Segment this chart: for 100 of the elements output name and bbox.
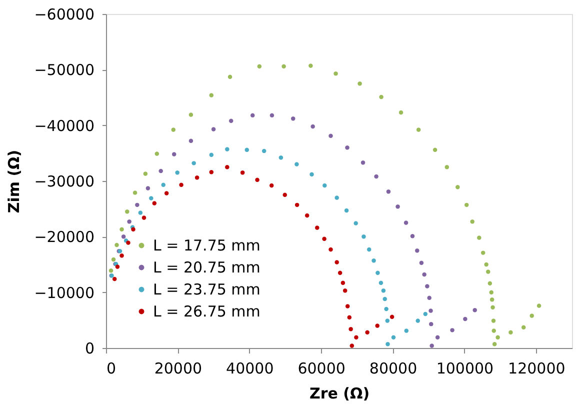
point bbox=[350, 344, 354, 348]
point bbox=[152, 201, 157, 206]
point bbox=[308, 64, 313, 68]
point bbox=[278, 156, 284, 160]
point bbox=[490, 297, 494, 302]
point bbox=[404, 328, 409, 333]
x-tick-label: 100000 bbox=[436, 360, 494, 378]
point bbox=[384, 306, 388, 312]
point bbox=[228, 118, 234, 123]
point bbox=[398, 110, 404, 115]
point bbox=[496, 335, 500, 340]
x-axis-title: Zre (Ω) bbox=[309, 384, 370, 402]
point bbox=[138, 210, 143, 215]
point bbox=[111, 257, 116, 262]
point bbox=[463, 316, 468, 322]
x-tick-label: 80000 bbox=[369, 360, 418, 378]
point bbox=[340, 280, 346, 285]
point bbox=[444, 164, 450, 170]
x-tick-label: 0 bbox=[106, 360, 116, 378]
point bbox=[188, 112, 194, 117]
point bbox=[149, 196, 154, 200]
point bbox=[360, 160, 366, 165]
point bbox=[126, 240, 130, 245]
point bbox=[390, 314, 394, 319]
x-tick-label: 60000 bbox=[298, 360, 346, 378]
point bbox=[158, 168, 163, 174]
point bbox=[125, 210, 130, 214]
point bbox=[209, 93, 214, 98]
point bbox=[379, 94, 384, 100]
point bbox=[282, 192, 287, 198]
point bbox=[334, 196, 339, 200]
point bbox=[209, 170, 214, 174]
point bbox=[115, 264, 120, 269]
point bbox=[425, 284, 430, 288]
point bbox=[508, 330, 513, 335]
point bbox=[488, 281, 492, 286]
y-tick-label: −30000 bbox=[34, 172, 94, 190]
point bbox=[188, 138, 194, 144]
point bbox=[358, 81, 362, 86]
point bbox=[484, 262, 488, 267]
point bbox=[477, 236, 482, 240]
point bbox=[429, 322, 434, 326]
point bbox=[194, 176, 200, 180]
point bbox=[375, 324, 380, 328]
point bbox=[179, 182, 184, 188]
point bbox=[240, 170, 245, 175]
x-tick-label: 20000 bbox=[154, 360, 202, 378]
point bbox=[422, 272, 426, 277]
point bbox=[143, 172, 148, 176]
point bbox=[348, 326, 353, 332]
point bbox=[391, 335, 396, 340]
legend-label: L = 17.75 mm bbox=[153, 236, 260, 254]
point bbox=[381, 288, 386, 293]
y-tick-label: −60000 bbox=[34, 6, 94, 24]
point bbox=[294, 162, 299, 166]
point bbox=[120, 253, 124, 258]
y-tick-label: −50000 bbox=[34, 61, 94, 80]
point bbox=[114, 242, 119, 248]
point bbox=[530, 314, 534, 318]
point bbox=[354, 335, 358, 340]
point bbox=[334, 71, 338, 76]
point bbox=[154, 152, 160, 156]
legend-label: L = 23.75 mm bbox=[153, 280, 260, 298]
point bbox=[225, 164, 230, 170]
point bbox=[269, 183, 274, 188]
point bbox=[270, 113, 274, 118]
point bbox=[342, 288, 348, 293]
point bbox=[416, 128, 421, 132]
y-axis-title: Zim (Ω) bbox=[5, 150, 24, 214]
point bbox=[386, 189, 391, 194]
point bbox=[112, 276, 117, 282]
point bbox=[374, 174, 378, 179]
legend-label: L = 20.75 mm bbox=[153, 258, 260, 276]
legend-label: L = 26.75 mm bbox=[153, 302, 260, 320]
y-tick-label: −10000 bbox=[34, 284, 94, 302]
point bbox=[315, 226, 320, 230]
point bbox=[121, 234, 126, 239]
point bbox=[536, 304, 542, 308]
point bbox=[427, 296, 432, 300]
point bbox=[344, 208, 349, 213]
point bbox=[410, 234, 415, 238]
point bbox=[172, 152, 176, 156]
point bbox=[282, 64, 286, 68]
point bbox=[310, 124, 315, 129]
point bbox=[290, 116, 296, 121]
point bbox=[464, 202, 469, 208]
point bbox=[385, 318, 390, 323]
point bbox=[211, 127, 216, 132]
point bbox=[489, 290, 494, 294]
point bbox=[378, 280, 384, 285]
point bbox=[171, 128, 176, 132]
point bbox=[255, 178, 260, 182]
point bbox=[294, 202, 300, 208]
point bbox=[135, 202, 140, 208]
point bbox=[430, 344, 434, 348]
point bbox=[386, 342, 390, 346]
point bbox=[120, 227, 124, 232]
point bbox=[322, 183, 327, 188]
point bbox=[435, 335, 440, 340]
point bbox=[192, 161, 196, 166]
